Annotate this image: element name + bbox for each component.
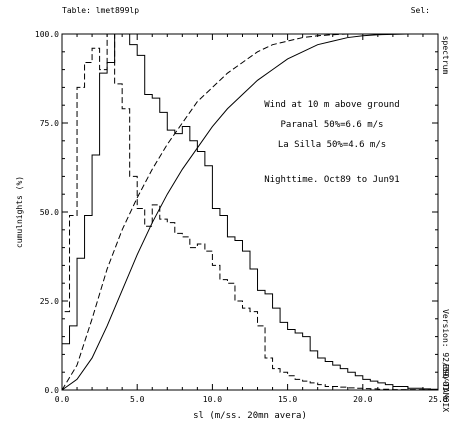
y-tick-label: 50.0 (40, 208, 59, 217)
annotation-title: Wind at 10 m above ground (264, 100, 399, 110)
x-tick-label: 20.0 (353, 395, 372, 404)
x-tick-label: 0.0 (55, 395, 70, 404)
series-group (61, 33, 439, 391)
x-tick-label: 15.0 (278, 395, 297, 404)
table-label: Table: lmet899lp (62, 6, 139, 15)
annotation-lasilla: La Silla 50%=4.6 m/s (278, 140, 386, 150)
y-tick-label: 100.0 (35, 30, 59, 39)
y-tick-label: 0.0 (45, 386, 60, 395)
y-axis-label: cumulnights (%) (15, 176, 24, 248)
y-tick-label: 25.0 (40, 297, 59, 306)
annotation-period: Nighttime. Oct89 to Jun91 (264, 175, 399, 185)
histogram-solid-line (61, 33, 439, 390)
x-tick-label: 25.0 (428, 395, 447, 404)
annotation-paranal: Paranal 50%=6.6 m/s (281, 120, 384, 130)
right-label-spectrum: spectrum (441, 36, 450, 75)
x-axis-label: sl (m/ss. 20mn avera) (193, 411, 307, 421)
axes: 0.0 5.0 10.0 15.0 20.0 25.0 0.0 25.0 50.0 75.0 100… (35, 30, 448, 404)
x-tick-label: 10.0 (203, 395, 222, 404)
right-label-version: Version: 92/09/01 (441, 309, 450, 391)
cumulative-solid-line (61, 33, 438, 391)
x-tick-label: 5.0 (130, 395, 145, 404)
selection-label: Sel: (411, 6, 430, 15)
histogram-dashed-line (61, 33, 439, 391)
cumulative-dashed-line (61, 33, 438, 391)
y-tick-label: 75.0 (40, 119, 59, 128)
right-label-eso: ESO-TAMOIX (441, 364, 450, 412)
